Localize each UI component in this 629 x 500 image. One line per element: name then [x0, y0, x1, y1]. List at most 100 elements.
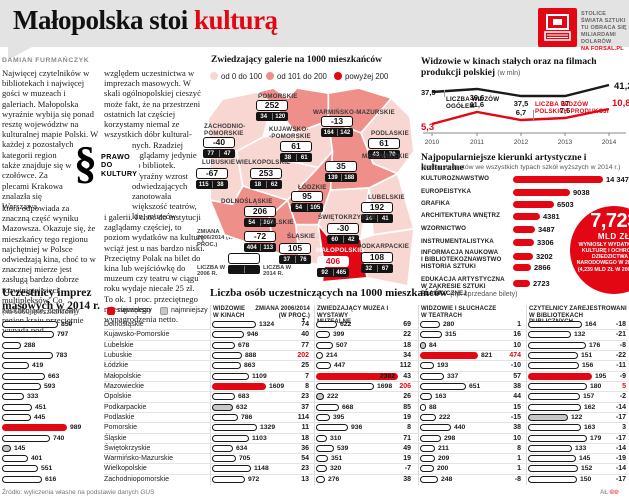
map-year-values: 43 70	[368, 150, 400, 159]
bar-teatry	[420, 372, 444, 380]
value-2006: 18	[254, 181, 262, 188]
bar-biblioteki	[528, 403, 581, 411]
divider	[271, 113, 273, 120]
change-biblioteki: 5	[622, 382, 626, 390]
bar-teatry	[420, 331, 442, 339]
map-year-values: 14 41	[361, 214, 393, 223]
value-kina: 972	[248, 475, 260, 483]
svg-text:41,2: 41,2	[614, 81, 629, 92]
bar-muzea	[316, 362, 331, 370]
bar-kina	[212, 393, 235, 401]
header-teatry-line: WIDZOWIE I SŁUCHACZE	[421, 306, 497, 312]
value-teatry: 200	[437, 465, 449, 473]
bar-muzea	[316, 331, 330, 339]
map-year-values: 38 61	[280, 153, 312, 162]
value-teatry: 651	[469, 382, 481, 390]
bar-kina	[212, 413, 238, 421]
bar-teatry	[420, 321, 440, 328]
value-teatry: 440	[454, 424, 466, 432]
column-divider	[314, 305, 315, 485]
bar-imprezy	[2, 444, 11, 452]
bar-kina	[212, 455, 236, 463]
bar-biblioteki	[528, 444, 572, 452]
map-value-box-lodzkie: 95 54 105	[291, 191, 323, 212]
region-name: Łódzkie	[104, 362, 129, 370]
value-muzea: 668	[342, 403, 354, 411]
fields-category-line: GRAFIKA	[421, 200, 450, 207]
row-separator	[104, 380, 628, 382]
map-value-box-pomorskie: 252 34 120	[256, 100, 288, 121]
map-legend-item: powyżej 200	[334, 72, 388, 81]
bar-biblioteki	[528, 351, 578, 359]
participation-note: (np. sprzedane bilety)	[450, 291, 518, 298]
map-change-value: 61	[280, 141, 312, 152]
promo-text[interactable]: STOLICE ŚWIATA SZTUKI TU OBRACA SIĘ MILI…	[581, 11, 628, 53]
value-muzea: 1698	[377, 382, 393, 390]
divider	[218, 150, 220, 157]
change-teatry: -10	[510, 362, 521, 370]
value-biblioteki: 195	[595, 372, 607, 380]
change-kina: 18	[301, 434, 309, 442]
region-name: Lubuskie	[104, 351, 133, 359]
fields-value: 9038	[573, 188, 590, 197]
spending-circle: 7,723 MLD ZŁ WYNIOSŁY WYDATKI NA KULTURĘ…	[570, 206, 629, 294]
map-region-name-line: ŚLĄSKIE	[287, 233, 316, 240]
value-imprezy: 551	[41, 465, 53, 473]
fields-bar	[513, 189, 570, 196]
value-2006: 404	[246, 244, 257, 251]
page-title-black: Małopolska stoi	[13, 5, 195, 35]
bar-kina	[212, 362, 241, 370]
promo-banner[interactable]	[538, 8, 577, 47]
bar-teatry	[420, 424, 451, 432]
table-row: 616 Zachodniopomorskie 972 13 276 38 248 -8 150 -…	[0, 475, 629, 485]
svg-text:39,6: 39,6	[470, 93, 485, 102]
map-region-name-line: KUJAWSKO-	[269, 126, 309, 133]
table-row: 333 Opolskie 683 23 222 26 163 44 157 -2	[0, 392, 629, 402]
bar-imprezy	[2, 372, 45, 380]
fields-value: 14 347	[606, 175, 629, 184]
change-muzea: 19	[403, 455, 411, 463]
map-region-name-line: POMORSKIE	[204, 129, 244, 137]
map-year-values: 54 167	[244, 218, 276, 227]
spending-unit: MLD ZŁ	[597, 232, 629, 241]
map-value-box-podlaskie: 61 43 70	[368, 138, 400, 159]
value-kina: 1324	[259, 321, 275, 328]
row-separator	[104, 401, 628, 403]
change-kina: 36	[301, 444, 309, 452]
credit: AŁ ©℗	[600, 490, 619, 496]
bar-imprezy	[2, 382, 41, 390]
map-key-2006-label: LICZBA W 2006 R.	[197, 265, 226, 278]
divider	[306, 204, 308, 211]
logo-text-line: PRAWO	[101, 152, 131, 161]
fields-category-line: ARCHITEKTURA WNĘTRZ	[421, 212, 501, 219]
map-value-box-lubelskie: 192 14 41	[361, 202, 393, 223]
legend-swatch	[334, 72, 342, 80]
bar-imprezy	[2, 403, 32, 411]
change-biblioteki: -8	[619, 341, 626, 349]
legend-label: od 0 do 100	[221, 72, 263, 81]
divider	[259, 244, 261, 251]
map-region-name-lubelskie: LUBELSKIE	[368, 194, 405, 202]
participation-title: Liczba osób uczestniczących na 1000 mies…	[210, 287, 518, 299]
fields-category-label: EDUKACJA ARTYSTYCZNA W ZAKRESIE SZTUKI PL…	[421, 276, 513, 297]
row-separator	[104, 391, 628, 393]
fields-category-line: INSTRUMENTALISTYKA	[421, 238, 494, 245]
row-separator	[104, 370, 628, 372]
value-biblioteki: 150	[580, 475, 592, 483]
zmiana-arrow-icon: ▼	[301, 317, 306, 323]
computer-icon	[544, 14, 571, 41]
divider	[332, 269, 334, 276]
promo-link[interactable]: NA FORSAL.PL	[581, 46, 624, 52]
bar-biblioteki	[528, 362, 579, 370]
value-muzea: 320	[330, 465, 342, 473]
divider	[336, 129, 338, 136]
fields-chart-subtitle: (liczba studentów we wszystkich typach s…	[421, 164, 621, 171]
bar-kina	[212, 382, 266, 390]
header-speech-tail	[8, 47, 32, 60]
map-change-value: 206	[244, 206, 276, 217]
change-biblioteki: -18	[615, 321, 626, 328]
value-kina: 1329	[260, 424, 276, 432]
bar-biblioteki	[528, 372, 592, 380]
svg-text:7,5: 7,5	[560, 106, 570, 115]
bar-imprezy	[2, 465, 38, 473]
